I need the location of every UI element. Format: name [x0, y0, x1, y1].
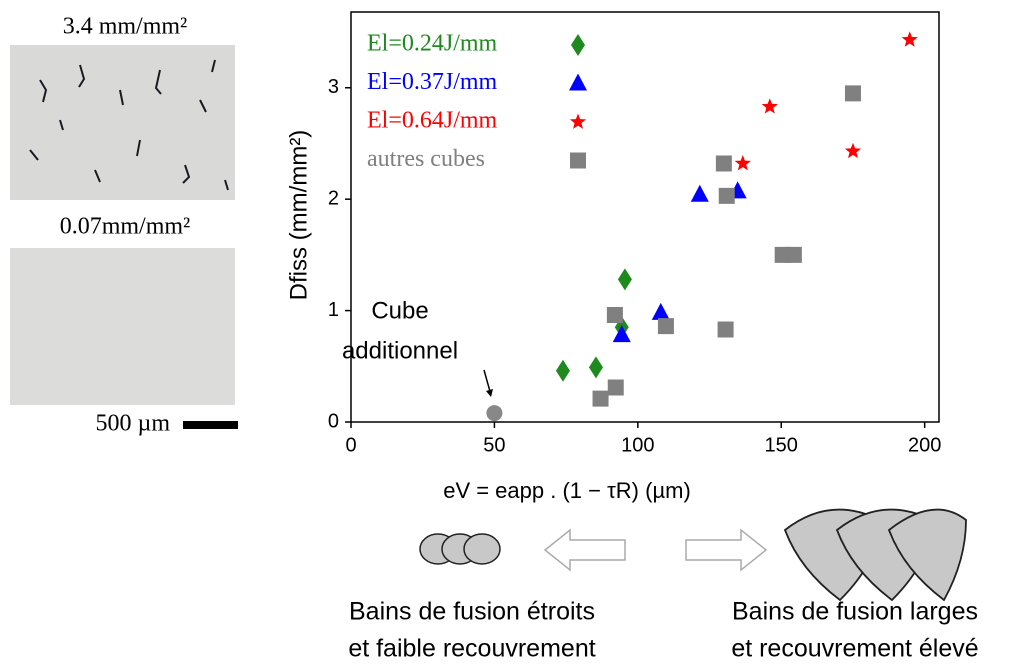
x-tick-label: 200: [908, 434, 941, 456]
scale-bar-label: 500 µm: [96, 411, 171, 437]
point: [592, 390, 609, 407]
point: [690, 184, 709, 202]
x-axis-label: eV = eapp . (1 − τR) (µm): [443, 478, 691, 503]
diagram-caption: et faible recouvrement: [348, 635, 595, 663]
point: [555, 359, 570, 382]
diagram-caption: et recouvrement élevé: [731, 635, 978, 663]
diagram-caption: Bains de fusion étroits: [349, 598, 595, 626]
y-axis-label: Dfiss (mm/mm²): [285, 130, 312, 301]
point: [612, 325, 631, 343]
point: [607, 379, 624, 396]
point: [844, 142, 861, 159]
legend-marker: [570, 152, 586, 169]
arrow-head: [486, 389, 493, 397]
diagram-caption: Bains de fusion larges: [732, 598, 978, 626]
x-tick-label: 100: [621, 434, 654, 456]
point: [785, 246, 802, 263]
y-tick-label: 2: [328, 187, 339, 209]
micrograph-label: 3.4 mm/mm²: [63, 14, 188, 40]
legend-label: El=0.24J/mm: [367, 31, 498, 57]
scale-bar: [183, 421, 238, 429]
point: [588, 356, 603, 379]
arrow-left: [543, 528, 626, 572]
annotated-point: [486, 405, 503, 422]
point: [617, 268, 632, 291]
point: [718, 187, 735, 204]
plot-frame: [350, 11, 940, 423]
large-melt-pools: [783, 508, 967, 602]
annotation: additionnel: [342, 337, 458, 364]
x-tick-label: 150: [765, 434, 798, 456]
legend-marker: [571, 34, 585, 56]
y-tick-label: 0: [328, 410, 339, 432]
cracks: [29, 59, 229, 191]
point: [761, 98, 778, 114]
micrograph-label: 0.07mm/mm²: [60, 214, 191, 240]
point: [606, 307, 623, 324]
arrow-right: [685, 528, 768, 572]
legend-label: autres cubes: [367, 146, 485, 172]
legend-label: El=0.64J/mm: [367, 108, 498, 134]
point: [651, 302, 670, 320]
legend-marker: [569, 73, 587, 91]
point: [901, 31, 918, 47]
y-tick-label: 1: [328, 299, 339, 321]
point: [715, 155, 732, 172]
annotation: Cube: [371, 297, 428, 324]
point: [734, 155, 751, 171]
x-tick-label: 50: [483, 434, 505, 456]
x-tick-label: 0: [345, 434, 356, 456]
point: [844, 85, 861, 102]
micrograph: [10, 45, 235, 200]
micrograph: [10, 248, 235, 405]
legend-marker: [569, 113, 587, 129]
point: [717, 321, 734, 338]
legend-label: El=0.37J/mm: [367, 69, 498, 95]
point: [657, 318, 674, 335]
small-melt-pools: [419, 533, 501, 565]
y-tick-label: 3: [328, 76, 339, 98]
